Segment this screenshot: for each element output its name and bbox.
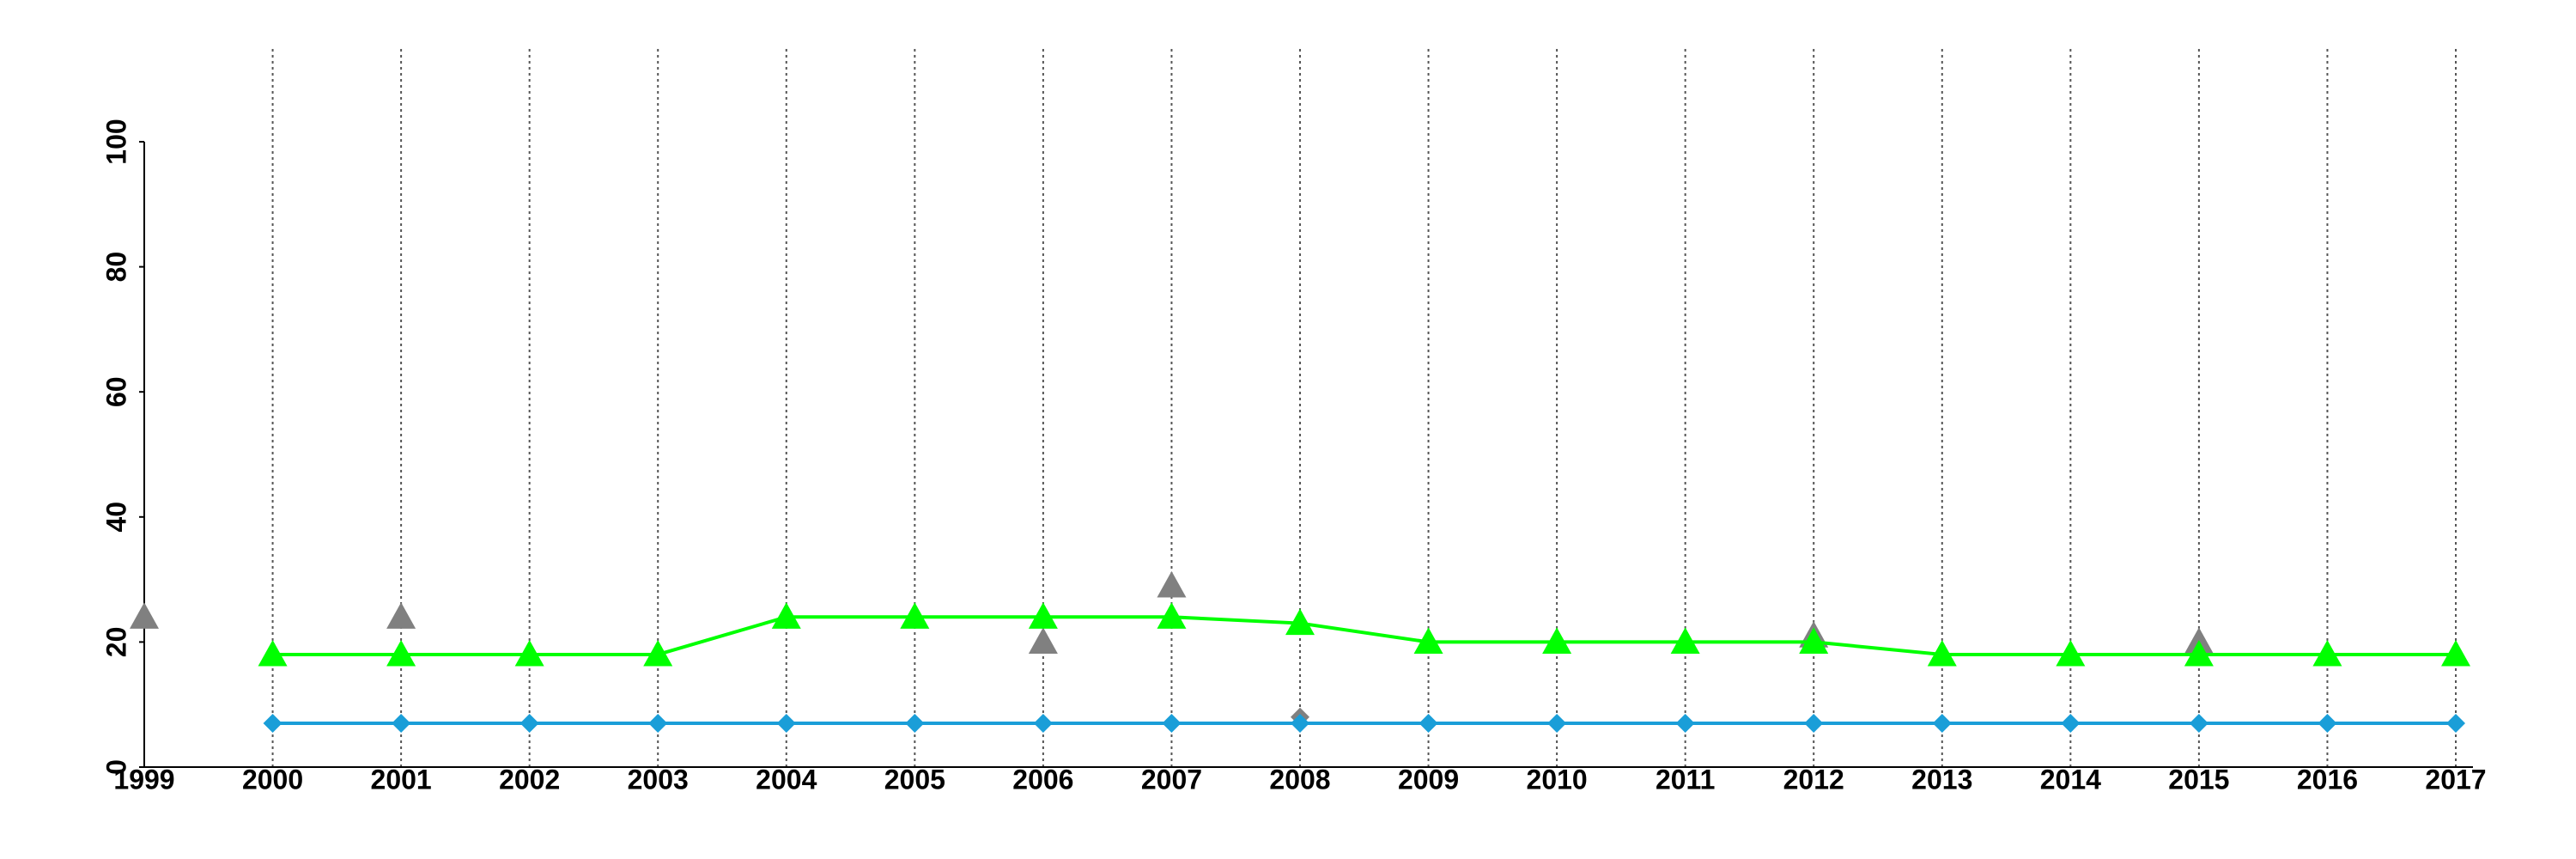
diamond-marker: [2061, 714, 2081, 734]
diamond-marker: [519, 714, 539, 734]
triangle-marker: [1542, 627, 1572, 654]
diamond-marker: [1932, 714, 1952, 734]
x-tick-label: 2002: [499, 764, 560, 795]
triangle-marker: [386, 602, 416, 629]
y-tick-label: 20: [100, 627, 131, 658]
x-tick-label: 2010: [1527, 764, 1588, 795]
diamond-marker: [648, 714, 668, 734]
x-tick-label: 1999: [113, 764, 174, 795]
x-tick-label: 2012: [1783, 764, 1844, 795]
x-tick-label: 2004: [756, 764, 817, 795]
x-tick-label: 2009: [1398, 764, 1459, 795]
y-tick-label: 60: [100, 376, 131, 407]
diamond-marker: [2318, 714, 2337, 734]
y-tick-label: 100: [100, 119, 131, 164]
y-tick-label: 80: [100, 252, 131, 283]
diamond-marker: [2189, 714, 2208, 734]
diamond-marker: [2446, 714, 2465, 734]
diamond-marker: [1675, 714, 1695, 734]
triangle-marker: [771, 602, 801, 629]
x-tick-label: 2015: [2168, 764, 2229, 795]
y-tick-label: 0: [100, 759, 131, 775]
triangle-marker: [514, 639, 544, 667]
triangle-marker: [1413, 627, 1443, 654]
x-tick-label: 2005: [884, 764, 945, 795]
x-tick-label: 2003: [628, 764, 689, 795]
triangle-marker: [900, 602, 930, 629]
x-tick-label: 2011: [1656, 764, 1715, 795]
x-tick-label: 2008: [1269, 764, 1330, 795]
x-tick-label: 2000: [242, 764, 303, 795]
triangle-marker: [1285, 608, 1315, 636]
y-tick-label: 40: [100, 502, 131, 533]
diamond-marker: [263, 714, 283, 734]
triangle-marker: [2441, 639, 2470, 667]
diamond-marker: [905, 714, 925, 734]
x-tick-label: 2016: [2297, 764, 2358, 795]
triangle-marker: [1028, 602, 1058, 629]
triangle-marker: [1157, 570, 1187, 598]
diamond-marker: [1033, 714, 1053, 734]
diamond-marker: [1291, 714, 1309, 734]
triangle-marker: [1157, 602, 1187, 629]
triangle-marker: [2184, 639, 2214, 667]
x-tick-label: 2001: [371, 764, 432, 795]
triangle-marker: [2312, 639, 2342, 667]
triangle-marker: [258, 639, 288, 667]
diamond-marker: [392, 714, 411, 734]
triangle-marker: [1028, 627, 1058, 654]
diamond-marker: [1547, 714, 1567, 734]
triangle-marker: [1670, 627, 1700, 654]
x-tick-label: 2017: [2425, 764, 2486, 795]
triangle-marker: [1927, 639, 1957, 667]
triangle-marker: [2056, 639, 2086, 667]
series-line: [272, 615, 2456, 656]
diamond-marker: [1162, 714, 1182, 734]
triangle-marker: [1799, 627, 1829, 654]
diamond-marker: [1804, 714, 1824, 734]
triangle-marker: [130, 602, 159, 629]
x-tick-label: 2006: [1012, 764, 1073, 795]
triangle-marker: [643, 639, 673, 667]
x-tick-label: 2007: [1141, 764, 1202, 795]
x-tick-label: 2014: [2040, 764, 2101, 795]
diamond-marker: [776, 714, 796, 734]
diamond-marker: [1419, 714, 1438, 734]
triangle-marker: [386, 639, 416, 667]
x-tick-label: 2013: [1911, 764, 1972, 795]
